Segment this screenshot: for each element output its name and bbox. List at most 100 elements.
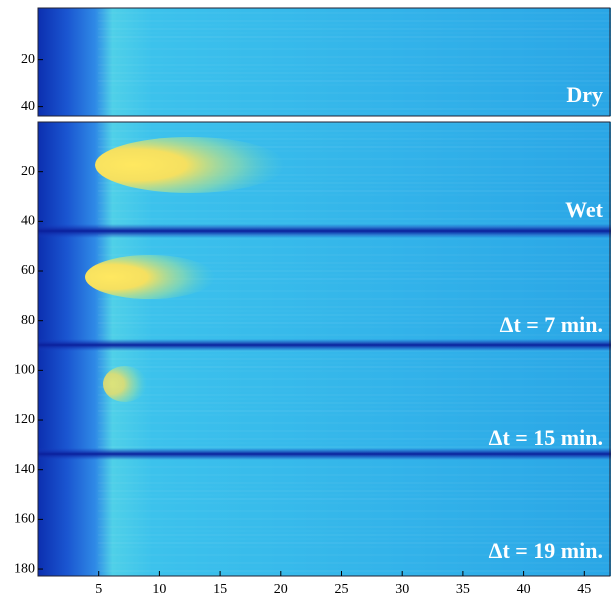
- heatmap-streak: [98, 510, 611, 512]
- y-tick-label: 40: [21, 214, 35, 229]
- heatmap-streak: [98, 270, 611, 272]
- heatmap-streak: [98, 96, 611, 98]
- heatmap-streak: [98, 56, 611, 58]
- heatmap-streak: [98, 386, 611, 388]
- heatmap-streak: [98, 530, 611, 532]
- heatmap-streak: [98, 262, 611, 264]
- heatmap-streak: [98, 190, 611, 192]
- x-tick-label: 10: [152, 582, 166, 597]
- heatmap-streak: [98, 306, 611, 308]
- x-tick-label: 40: [517, 582, 531, 597]
- heatmap-streak: [98, 498, 611, 500]
- heatmap-streak: [98, 36, 611, 38]
- heatmap-streak: [98, 526, 611, 528]
- heatmap-streak: [98, 398, 611, 400]
- heatmap-streak: [98, 146, 611, 148]
- heatmap-background: [38, 8, 611, 116]
- heatmap-streak: [98, 134, 611, 136]
- heatmap-streak: [98, 174, 611, 176]
- heatmap-streak: [98, 382, 611, 384]
- annotation: Wet: [565, 197, 604, 222]
- heatmap-streak: [98, 402, 611, 404]
- heatmap-streak: [98, 322, 611, 324]
- annotation: Δt = 15 min.: [489, 425, 603, 450]
- heatmap-streak: [98, 80, 611, 82]
- heatmap-streak: [98, 470, 611, 472]
- heatmap-streak: [98, 24, 611, 26]
- heatmap-streak: [98, 278, 611, 280]
- heatmap-streak: [98, 570, 611, 572]
- y-tick-label: 80: [21, 313, 35, 328]
- heatmap-streak: [98, 502, 611, 504]
- heatmap-streak: [98, 28, 611, 30]
- dark-band: [38, 448, 611, 460]
- heatmap-streak: [98, 238, 611, 240]
- heatmap-streak: [98, 246, 611, 248]
- heatmap-streak: [98, 514, 611, 516]
- heatmap-streak: [98, 206, 611, 208]
- heatmap-streak: [98, 126, 611, 128]
- heatmap-streak: [98, 438, 611, 440]
- plot-frame: [37, 7, 611, 117]
- heatmap-streak: [98, 358, 611, 360]
- heatmap-streak: [98, 76, 611, 78]
- heatmap-streak: [98, 366, 611, 368]
- heatmap-streak: [98, 394, 611, 396]
- heatmap-streak: [98, 250, 611, 252]
- heatmap-streak: [98, 478, 611, 480]
- y-tick-label: 100: [14, 363, 35, 378]
- y-tick-label: 140: [14, 462, 35, 477]
- annotation: Dry: [566, 82, 603, 107]
- heatmap-streak: [98, 522, 611, 524]
- heatmap-streak: [98, 406, 611, 408]
- heatmap-streak: [98, 466, 611, 468]
- plot-frame: [37, 121, 611, 577]
- heatmap-streak: [98, 254, 611, 256]
- heatmap-streak: [98, 108, 611, 110]
- heatmap-streak: [98, 60, 611, 62]
- hot-spot: [85, 255, 215, 299]
- heatmap-streak: [98, 130, 611, 132]
- heatmap-streak: [98, 218, 611, 220]
- heatmap-streak: [98, 414, 611, 416]
- heatmap-streak: [98, 112, 611, 114]
- heatmap-streak: [98, 486, 611, 488]
- heatmap-streak: [98, 48, 611, 50]
- heatmap-streak: [98, 482, 611, 484]
- heatmap-streak: [98, 138, 611, 140]
- x-tick-label: 45: [577, 582, 591, 597]
- heatmap-streak: [98, 214, 611, 216]
- heatmap-streak: [98, 378, 611, 380]
- x-tick-label: 20: [274, 582, 288, 597]
- heatmap-streak: [98, 490, 611, 492]
- x-tick-label: 25: [334, 582, 348, 597]
- heatmap-streak: [98, 542, 611, 544]
- heatmap-streak: [98, 194, 611, 196]
- x-tick-label: 5: [95, 582, 102, 597]
- heatmap-streak: [98, 32, 611, 34]
- heatmap-streak: [98, 298, 611, 300]
- y-tick-label: 180: [14, 561, 35, 576]
- y-tick-label: 120: [14, 412, 35, 427]
- y-tick-label: 20: [21, 52, 35, 67]
- heatmap-streak: [98, 210, 611, 212]
- heatmap-streak: [98, 12, 611, 14]
- heatmap-streak: [98, 518, 611, 520]
- heatmap-streak: [98, 92, 611, 94]
- heatmap-streak: [98, 474, 611, 476]
- y-tick-label: 60: [21, 263, 35, 278]
- heatmap-streak: [98, 314, 611, 316]
- heatmap-streak: [98, 72, 611, 74]
- heatmap-streak: [98, 362, 611, 364]
- heatmap-streak: [98, 100, 611, 102]
- heatmap-streak: [98, 302, 611, 304]
- y-tick-label: 40: [21, 99, 35, 114]
- heatmap-streak: [98, 494, 611, 496]
- heatmap-streak: [98, 202, 611, 204]
- heatmap-streak: [98, 370, 611, 372]
- y-tick-label: 160: [14, 512, 35, 527]
- heatmap-streak: [98, 40, 611, 42]
- heatmap-streak: [98, 52, 611, 54]
- x-tick-label: 15: [213, 582, 227, 597]
